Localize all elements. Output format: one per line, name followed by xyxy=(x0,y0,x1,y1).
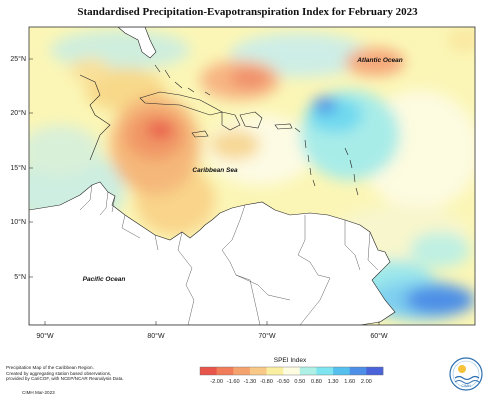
map-frame xyxy=(28,26,476,326)
spei-field xyxy=(29,27,475,325)
lat-label: 15°N xyxy=(10,164,26,172)
legend-swatch xyxy=(283,367,301,375)
sun-icon xyxy=(458,365,466,373)
legend-swatch xyxy=(266,367,284,375)
lon-axis: 90°W 80°W 70°W 60°W xyxy=(36,321,388,340)
pacific-ocean-label: Pacific Ocean xyxy=(83,276,126,283)
legend-tick-label: 1.30 xyxy=(328,379,339,385)
land-mass xyxy=(29,27,396,325)
legend-tick-label: 0.80 xyxy=(311,379,322,385)
legend-tick-label: 1.60 xyxy=(344,379,355,385)
lat-label: 5°N xyxy=(14,273,26,281)
legend-swatch xyxy=(200,367,217,375)
lon-label: 70°W xyxy=(258,332,276,340)
legend-tick-label: -1.60 xyxy=(227,379,240,385)
notes: Precipitation Map of the Caribbean Regio… xyxy=(6,365,124,382)
islands xyxy=(79,64,359,196)
legend-tick-label: 2.00 xyxy=(361,379,372,385)
legend-swatch xyxy=(349,367,367,375)
lon-label: 90°W xyxy=(36,332,54,340)
legend-colorbar xyxy=(199,366,384,376)
lon-label: 80°W xyxy=(147,332,165,340)
lat-label: 10°N xyxy=(10,218,26,226)
legend-swatch xyxy=(233,367,251,375)
legend-tick-label: -1.30 xyxy=(244,379,257,385)
legend-swatch xyxy=(333,367,351,375)
legend-swatch xyxy=(249,367,267,375)
lat-axis: 25°N 20°N 15°N 10°N 5°N xyxy=(10,55,33,281)
note-line: provided by CariCOF, with NCEP/NCAR Rean… xyxy=(6,376,124,382)
legend-swatch xyxy=(366,367,384,375)
note-line: Created by aggregating station based obs… xyxy=(6,370,112,376)
logo-text: CIMH xyxy=(461,384,471,388)
legend-swatch xyxy=(316,367,334,375)
lon-label: 60°W xyxy=(370,332,388,340)
lat-label: 20°N xyxy=(10,109,26,117)
legend-swatch xyxy=(216,367,234,375)
note-line: Precipitation Map of the Caribbean Regio… xyxy=(6,365,94,370)
map-title: Standardised Precipitation-Evapotranspir… xyxy=(77,6,418,18)
legend-tick-label: 0.50 xyxy=(294,379,305,385)
atlantic-ocean-label: Atlantic Ocean xyxy=(356,57,403,64)
footer-credit: CIMH Mar-2023 xyxy=(22,390,55,395)
legend-tick-label: -2.00 xyxy=(210,379,223,385)
legend-swatch xyxy=(299,367,317,375)
legend-title: SPEI Index xyxy=(273,357,307,364)
country-borders xyxy=(79,184,379,325)
cimh-logo: CIMH xyxy=(449,357,483,391)
legend-ticks: -2.00 -1.60 -1.30 -0.80 -0.50 0.50 0.80 1.30 1.6… xyxy=(210,379,372,385)
legend-tick-label: -0.80 xyxy=(260,379,273,385)
caribbean-sea-label: Caribbean Sea xyxy=(192,167,238,174)
legend-tick-label: -0.50 xyxy=(277,379,290,385)
lat-label: 25°N xyxy=(10,55,26,63)
wave-icon xyxy=(454,375,480,381)
